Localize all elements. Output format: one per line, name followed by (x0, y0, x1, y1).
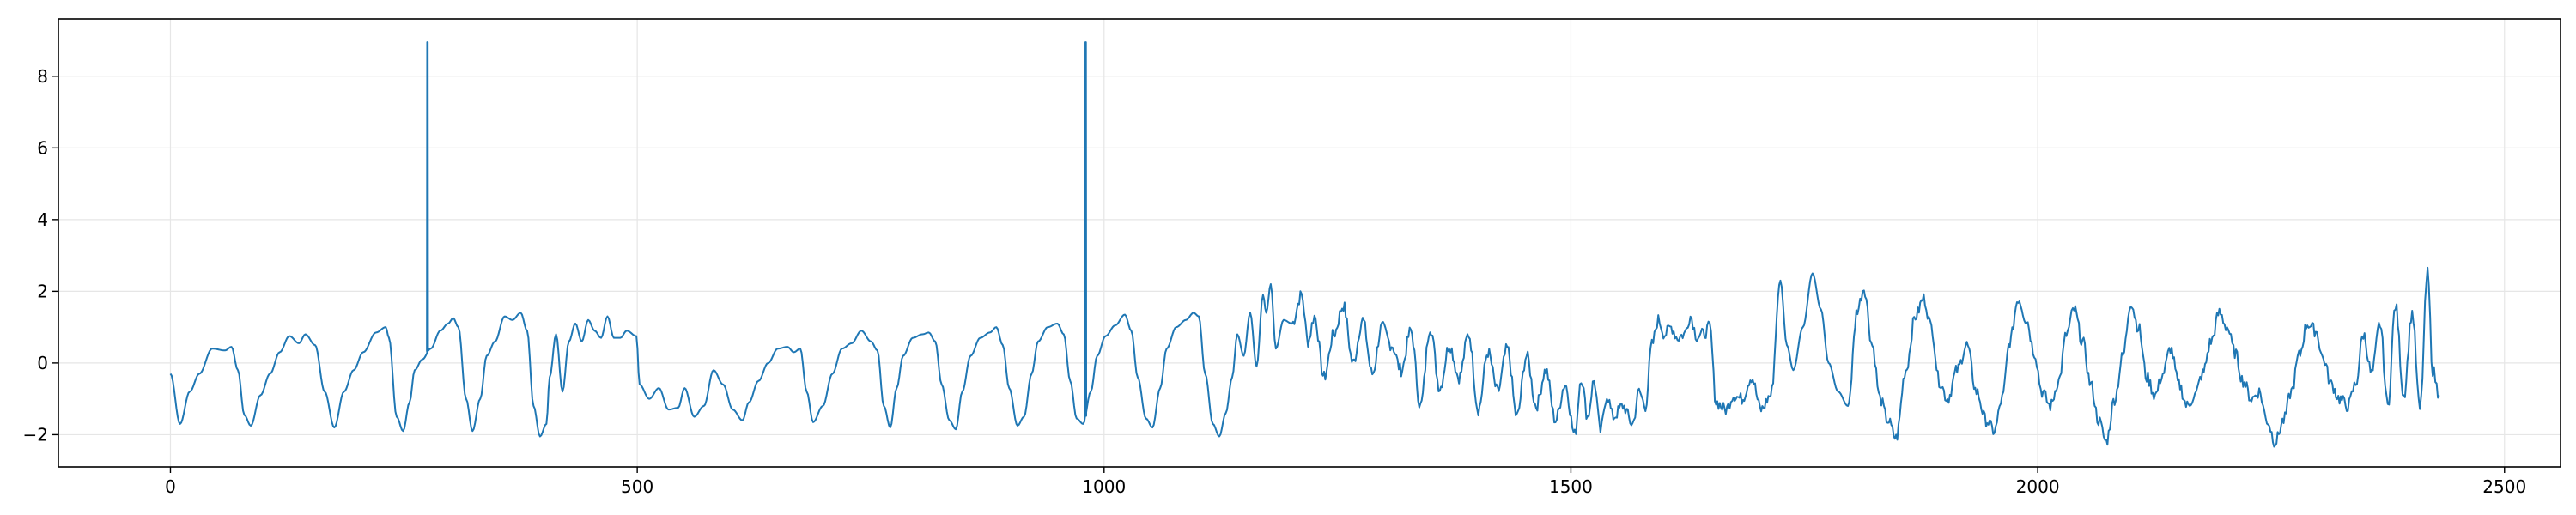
grid-lines (58, 19, 2561, 467)
x-axis: 0 500 1000 1500 2000 2500 (165, 467, 2526, 497)
y-tick-label: −2 (23, 424, 48, 445)
y-tick-label: 4 (37, 209, 48, 230)
y-tick-label: 2 (37, 281, 48, 301)
series-line (169, 41, 2440, 448)
series-group (169, 41, 2440, 448)
y-tick-label: 6 (37, 137, 48, 158)
x-tick-label: 1000 (1082, 476, 1126, 497)
x-tick-label: 500 (621, 476, 653, 497)
y-tick-label: 8 (37, 66, 48, 87)
y-axis: −2 0 2 4 6 8 (23, 66, 58, 445)
plot-frame (58, 18, 2561, 468)
x-tick-label: 0 (165, 476, 176, 497)
x-tick-label: 2500 (2482, 476, 2526, 497)
x-tick-label: 1500 (1549, 476, 1593, 497)
x-tick-label: 2000 (2016, 476, 2060, 497)
y-tick-label: 0 (37, 353, 48, 373)
